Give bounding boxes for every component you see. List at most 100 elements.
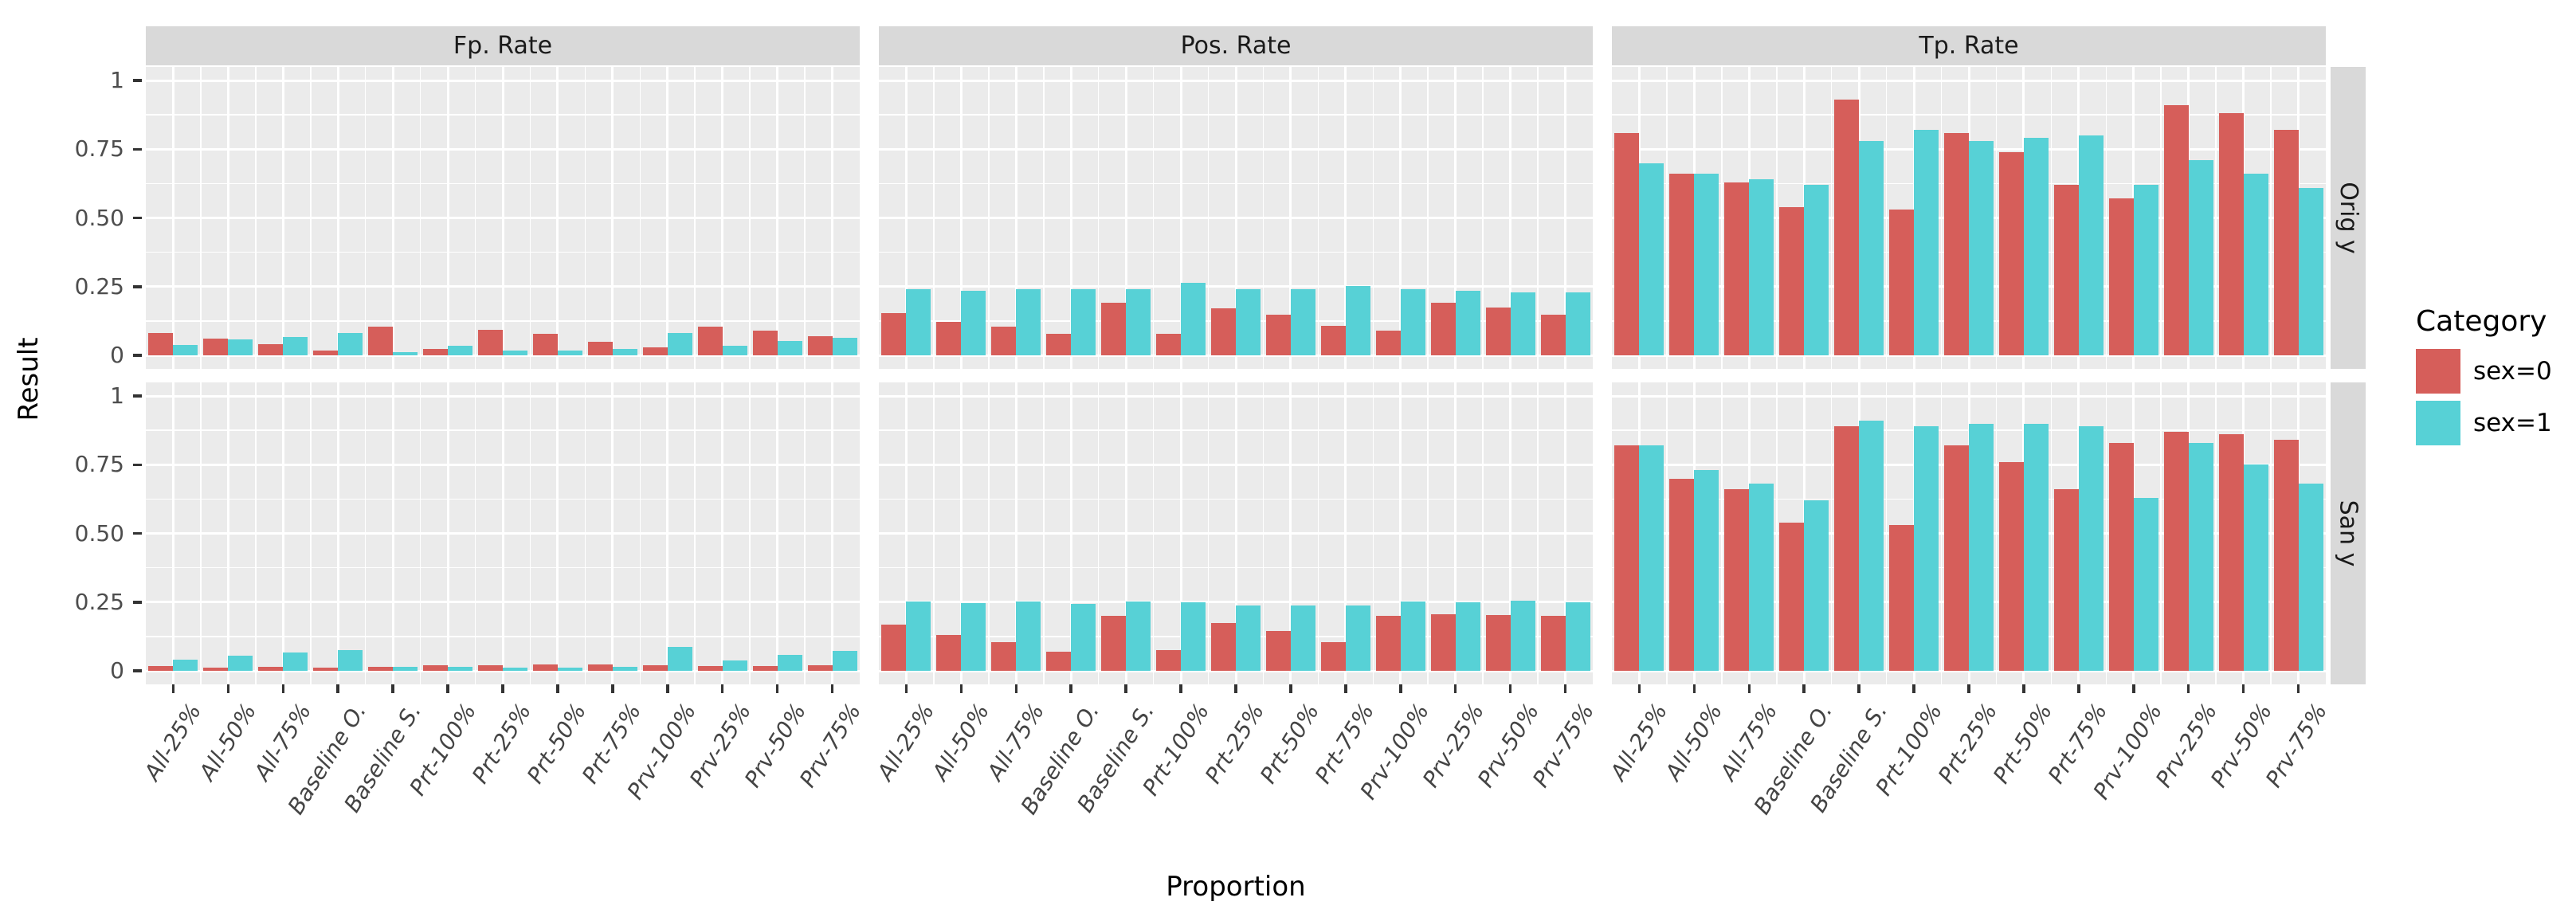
bar-sex1-prv-50-	[2243, 174, 2268, 355]
gridline-minor-v	[639, 67, 641, 369]
gridline-minor-v	[419, 67, 421, 369]
gridline-minor-v	[1666, 67, 1668, 369]
bar-sex1-all-75-	[1749, 484, 1774, 671]
gridline-minor-v	[694, 382, 696, 684]
bar-sex0-baseline-o-	[1779, 206, 1805, 355]
gridline-minor-v	[1995, 382, 1998, 684]
x-tick-mark	[2186, 684, 2190, 693]
gridline-minor-v	[2215, 67, 2217, 369]
x-tick-mark	[1179, 684, 1182, 693]
bar-sex0-prt-100-	[423, 665, 449, 671]
bar-sex0-prv-25-	[1430, 613, 1456, 671]
bar-sex1-all-50-	[228, 656, 253, 671]
bar-sex1-all-25-	[173, 344, 198, 355]
gridline-minor-v	[1537, 382, 1539, 684]
bar-sex1-all-50-	[961, 291, 986, 355]
gridline-minor-v	[1940, 67, 1943, 369]
y-tick-mark	[133, 147, 142, 151]
gridline-minor-v	[1372, 67, 1374, 369]
gridline-minor-v	[1482, 382, 1484, 684]
gridline-minor-v	[2160, 67, 2162, 369]
facet-strip-label: Tp. Rate	[1919, 32, 2019, 60]
bar-sex0-all-50-	[936, 635, 962, 671]
bar-sex1-baseline-s-	[393, 351, 418, 355]
bar-sex0-all-25-	[881, 312, 907, 355]
gridline-major-v	[1289, 67, 1292, 369]
bar-sex1-prt-100-	[1181, 283, 1206, 355]
bar-sex0-all-50-	[203, 339, 229, 355]
gridline-minor-v	[200, 67, 202, 369]
x-tick-mark	[2132, 684, 2135, 693]
bar-sex0-all-50-	[1669, 478, 1695, 671]
x-tick-mark	[336, 684, 339, 693]
bar-sex0-prv-50-	[752, 330, 778, 355]
bar-sex0-all-75-	[258, 344, 284, 355]
bar-sex1-all-25-	[173, 660, 198, 671]
bar-sex0-all-50-	[1669, 174, 1695, 355]
x-tick-mark	[1289, 684, 1292, 693]
y-tick-mark	[133, 285, 142, 288]
gridline-major-v	[1454, 67, 1457, 369]
bar-sex0-all-50-	[936, 321, 962, 355]
bar-sex0-prv-100-	[642, 347, 668, 355]
gridline-minor-v	[988, 67, 990, 369]
gridline-major-v	[1289, 382, 1292, 684]
gridline-minor-v	[310, 382, 312, 684]
legend-item-sex0: sex=0	[2416, 349, 2552, 394]
y-tick-label: 0.25	[74, 272, 124, 300]
gridline-minor-v	[529, 67, 531, 369]
gridline-major-v	[666, 67, 669, 369]
bar-sex0-all-50-	[203, 667, 229, 671]
gridline-minor-v	[474, 382, 476, 684]
gridline-major-v	[959, 382, 963, 684]
legend-title: Category	[2416, 305, 2547, 338]
bar-sex0-prv-75-	[1540, 314, 1566, 355]
gridline-major-v	[226, 67, 229, 369]
x-tick-mark	[1124, 684, 1127, 693]
gridline-minor-v	[364, 382, 367, 684]
panel-fp-rate-san-y	[146, 382, 860, 684]
x-tick-mark	[446, 684, 449, 693]
bar-sex1-prv-50-	[2243, 464, 2268, 671]
x-tick-mark	[1967, 684, 1970, 693]
gridline-major-v	[446, 67, 449, 369]
bar-sex0-all-75-	[258, 666, 284, 671]
bar-sex0-prt-100-	[423, 349, 449, 355]
gridline-major-v	[556, 382, 559, 684]
y-tick-label: 1	[110, 382, 124, 409]
bar-sex1-prv-75-	[1565, 292, 1590, 355]
x-tick-mark	[830, 684, 834, 693]
panel-tp-rate-san-y	[1612, 382, 2326, 684]
y-tick-label: 0.75	[74, 451, 124, 478]
bar-sex1-prv-25-	[722, 660, 747, 671]
bar-sex0-prv-100-	[2108, 442, 2134, 671]
gridline-minor-v	[255, 382, 257, 684]
bar-sex0-prv-50-	[2218, 434, 2244, 671]
gridline-major-v	[1509, 67, 1512, 369]
y-tick-mark	[133, 463, 142, 466]
gridline-minor-v	[1262, 67, 1264, 369]
bar-sex1-prv-75-	[1565, 602, 1590, 671]
x-tick-mark	[281, 684, 285, 693]
bar-sex1-prv-25-	[2188, 442, 2213, 671]
bar-sex1-all-25-	[906, 601, 931, 671]
bar-sex0-all-75-	[991, 327, 1017, 355]
y-tick-label: 0.25	[74, 588, 124, 615]
y-tick-mark	[133, 79, 142, 82]
gridline-major-v	[1069, 67, 1072, 369]
legend-item-sex1: sex=1	[2416, 401, 2552, 445]
gridline-major-v	[721, 382, 724, 684]
bar-sex1-all-50-	[1694, 174, 1719, 355]
x-tick-mark	[611, 684, 614, 693]
gridline-major-v	[281, 382, 284, 684]
x-tick-mark	[2022, 684, 2025, 693]
bar-sex1-all-75-	[283, 652, 308, 671]
bar-sex0-prv-50-	[1485, 614, 1511, 671]
bar-sex1-prv-25-	[722, 345, 747, 355]
facet-strip-fp-rate: Fp. Rate	[146, 26, 860, 65]
bar-sex1-prv-50-	[777, 340, 802, 355]
gridline-major-v	[831, 67, 834, 369]
gridline-major-v	[904, 382, 908, 684]
gridline-minor-v	[1043, 67, 1045, 369]
bar-sex0-prt-50-	[1998, 151, 2024, 355]
